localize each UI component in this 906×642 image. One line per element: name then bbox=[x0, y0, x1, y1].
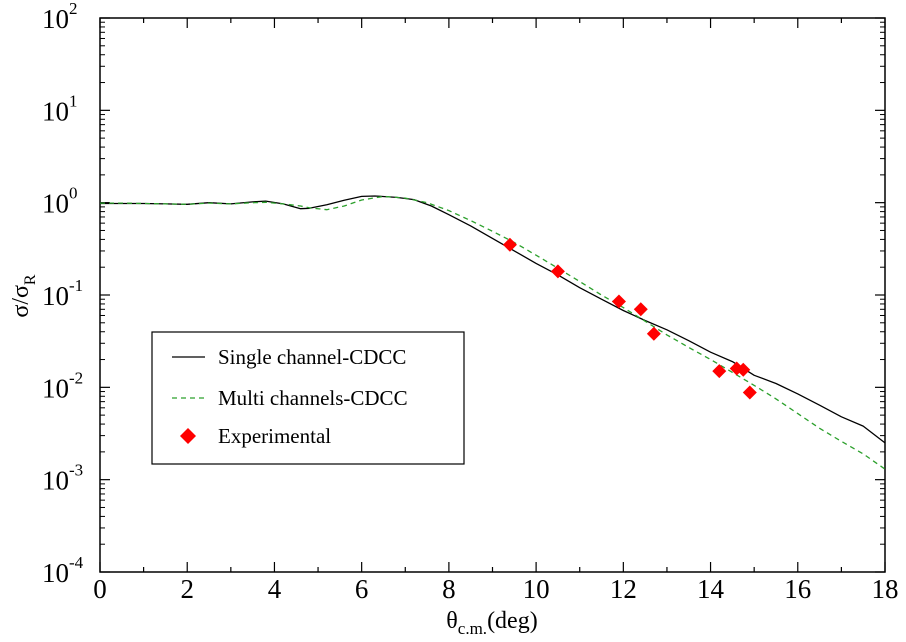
x-axis-label-base: θ bbox=[446, 608, 458, 634]
x-tick-label: 18 bbox=[872, 574, 899, 604]
series-multi-channels bbox=[100, 195, 886, 470]
x-tick-label: 14 bbox=[697, 574, 725, 604]
experimental-point bbox=[502, 237, 517, 252]
x-tick-label: 4 bbox=[268, 574, 282, 604]
x-tick-label: 8 bbox=[442, 574, 456, 604]
experimental-points bbox=[502, 237, 757, 400]
y-tick-label: 101 bbox=[42, 91, 78, 126]
y-tick-exponent: -1 bbox=[69, 276, 83, 295]
y-tick-base: 10 bbox=[42, 281, 69, 311]
x-axis-ticks bbox=[99, 18, 886, 572]
y-axis-label-sub: R bbox=[22, 274, 39, 285]
y-axis-label: σ/σR bbox=[8, 274, 39, 318]
y-axis-ticks bbox=[100, 17, 885, 573]
legend-label-multi: Multi channels-CDCC bbox=[218, 386, 408, 410]
x-tick-label: 2 bbox=[180, 574, 194, 604]
x-tick-label: 10 bbox=[523, 574, 550, 604]
y-tick-exponent: 1 bbox=[69, 91, 78, 110]
experimental-point bbox=[611, 294, 626, 309]
legend-label-single: Single channel-CDCC bbox=[218, 345, 406, 369]
y-tick-label: 10-4 bbox=[42, 553, 84, 588]
experimental-point bbox=[712, 364, 727, 379]
x-tick-label: 16 bbox=[784, 574, 811, 604]
experimental-point bbox=[646, 326, 661, 341]
plot-frame bbox=[99, 17, 886, 573]
y-axis-label-base: σ/σ bbox=[8, 285, 34, 318]
x-axis-tick-labels: 0 2 4 6 8 10 12 14 16 18 bbox=[93, 574, 898, 604]
y-tick-label: 100 bbox=[42, 184, 78, 219]
x-tick-label: 6 bbox=[355, 574, 369, 604]
legend-label-experimental: Experimental bbox=[218, 424, 331, 448]
legend-swatch-experimental bbox=[180, 428, 196, 444]
y-tick-base: 10 bbox=[42, 558, 69, 588]
x-axis-label-sub: c.m. bbox=[458, 619, 487, 638]
x-axis-label-suffix: (deg) bbox=[487, 608, 538, 634]
y-tick-base: 10 bbox=[42, 373, 69, 403]
y-tick-exponent: -3 bbox=[69, 461, 83, 480]
y-tick-base: 10 bbox=[42, 96, 69, 126]
y-tick-exponent: 0 bbox=[69, 184, 78, 203]
y-tick-exponent: -4 bbox=[69, 553, 84, 572]
y-tick-label: 10-2 bbox=[42, 368, 83, 403]
y-tick-base: 10 bbox=[42, 4, 69, 34]
y-tick-exponent: 2 bbox=[69, 0, 78, 18]
y-tick-label: 102 bbox=[42, 0, 78, 34]
experimental-point bbox=[736, 362, 751, 377]
legend: Single channel-CDCC Multi channels-CDCC … bbox=[151, 331, 465, 465]
experimental-point bbox=[742, 385, 757, 400]
y-tick-label: 10-1 bbox=[42, 276, 83, 311]
y-tick-label: 10-3 bbox=[42, 461, 83, 496]
x-tick-label: 0 bbox=[93, 574, 107, 604]
experimental-point bbox=[550, 264, 565, 279]
experimental-point bbox=[633, 302, 648, 317]
y-tick-base: 10 bbox=[42, 466, 69, 496]
x-tick-label: 12 bbox=[610, 574, 637, 604]
y-tick-exponent: -2 bbox=[69, 368, 83, 387]
y-tick-base: 10 bbox=[42, 189, 69, 219]
x-axis-label: θc.m.(deg) bbox=[446, 608, 537, 638]
